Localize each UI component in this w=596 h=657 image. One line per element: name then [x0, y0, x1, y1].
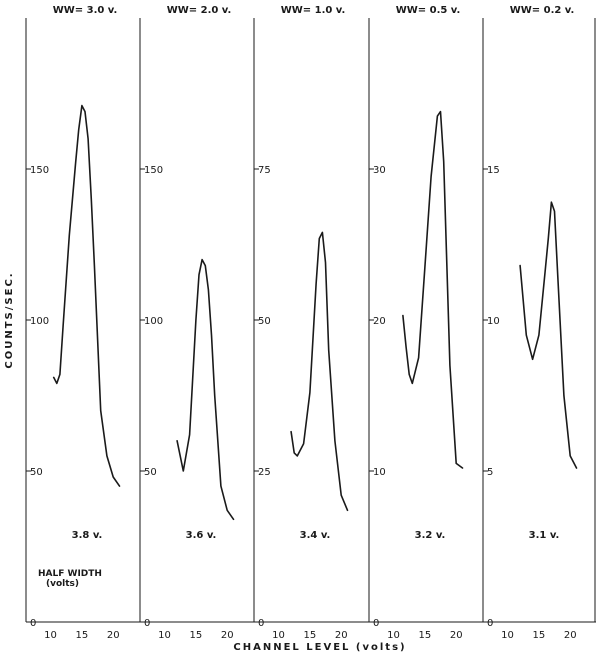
y-tick-label: 0	[487, 618, 493, 629]
y-tick-label: 15	[487, 165, 500, 176]
panel-title: WW= 0.2 v.	[510, 5, 575, 16]
x-tick-label: 15	[303, 630, 316, 641]
half-width-label: 3.2 v.	[415, 530, 446, 541]
y-tick-label: 5	[487, 467, 493, 478]
series-line	[402, 110, 464, 469]
series-line	[519, 201, 578, 469]
panel-2: WW= 2.0 v. 0 50 100 150 10 15 20 3.6 v.	[140, 5, 235, 641]
half-width-note-line2: (volts)	[46, 579, 79, 589]
half-width-label: 3.8 v.	[72, 530, 103, 541]
half-width-label: 3.4 v.	[300, 530, 331, 541]
y-tick-label: 100	[30, 316, 49, 327]
x-axis-title: CHANNEL LEVEL (volts)	[233, 642, 406, 653]
x-tick-label: 10	[44, 630, 57, 641]
series-line	[290, 231, 349, 512]
x-tick-label: 15	[189, 630, 202, 641]
half-width-label: 3.1 v.	[529, 530, 560, 541]
x-tick-label: 20	[107, 630, 120, 641]
panel-title: WW= 2.0 v.	[167, 5, 232, 16]
y-tick-label: 150	[30, 165, 49, 176]
y-tick-label: 10	[373, 467, 386, 478]
half-width-label: 3.6 v.	[186, 530, 217, 541]
y-tick-label: 50	[144, 467, 157, 478]
x-tick-label: 10	[272, 630, 285, 641]
x-tick-label: 20	[335, 630, 348, 641]
y-tick-label: 0	[373, 618, 379, 629]
x-tick-label: 20	[450, 630, 463, 641]
panel-1: WW= 3.0 v. 0 50 100 150 10 15 20 3.8 v.	[26, 5, 121, 641]
y-tick-label: 25	[258, 467, 271, 478]
y-tick-label: 150	[144, 165, 163, 176]
y-tick-label: 0	[30, 618, 36, 629]
x-tick-label: 15	[75, 630, 88, 641]
panel-4: WW= 0.5 v. 0 10 20 30 10 15 20 3.2 v.	[369, 5, 464, 641]
x-tick-label: 10	[387, 630, 400, 641]
y-tick-label: 75	[258, 165, 271, 176]
x-tick-label: 20	[564, 630, 577, 641]
y-tick-label: 100	[144, 316, 163, 327]
series-line	[52, 104, 121, 487]
y-tick-label: 30	[373, 165, 386, 176]
half-width-note-line1: HALF WIDTH	[38, 569, 102, 579]
y-tick-label: 50	[258, 316, 271, 327]
y-tick-label: 50	[30, 467, 43, 478]
series-line	[176, 258, 235, 521]
y-tick-label: 10	[487, 316, 500, 327]
y-tick-label: 0	[258, 618, 264, 629]
x-tick-label: 10	[158, 630, 171, 641]
y-axis-title: COUNTS/SEC.	[4, 271, 15, 368]
panel-3: WW= 1.0 v. 0 25 50 75 10 15 20 3.4 v.	[254, 5, 349, 641]
y-tick-label: 0	[144, 618, 150, 629]
panel-title: WW= 1.0 v.	[281, 5, 346, 16]
x-tick-label: 15	[532, 630, 545, 641]
panel-5: WW= 0.2 v. 0 5 10 15 10 15 20 3.1 v.	[483, 5, 578, 641]
x-tick-label: 20	[221, 630, 234, 641]
panel-title: WW= 0.5 v.	[396, 5, 461, 16]
x-tick-label: 10	[501, 630, 514, 641]
panel-title: WW= 3.0 v.	[53, 5, 118, 16]
y-tick-label: 20	[373, 316, 386, 327]
x-tick-label: 15	[418, 630, 431, 641]
